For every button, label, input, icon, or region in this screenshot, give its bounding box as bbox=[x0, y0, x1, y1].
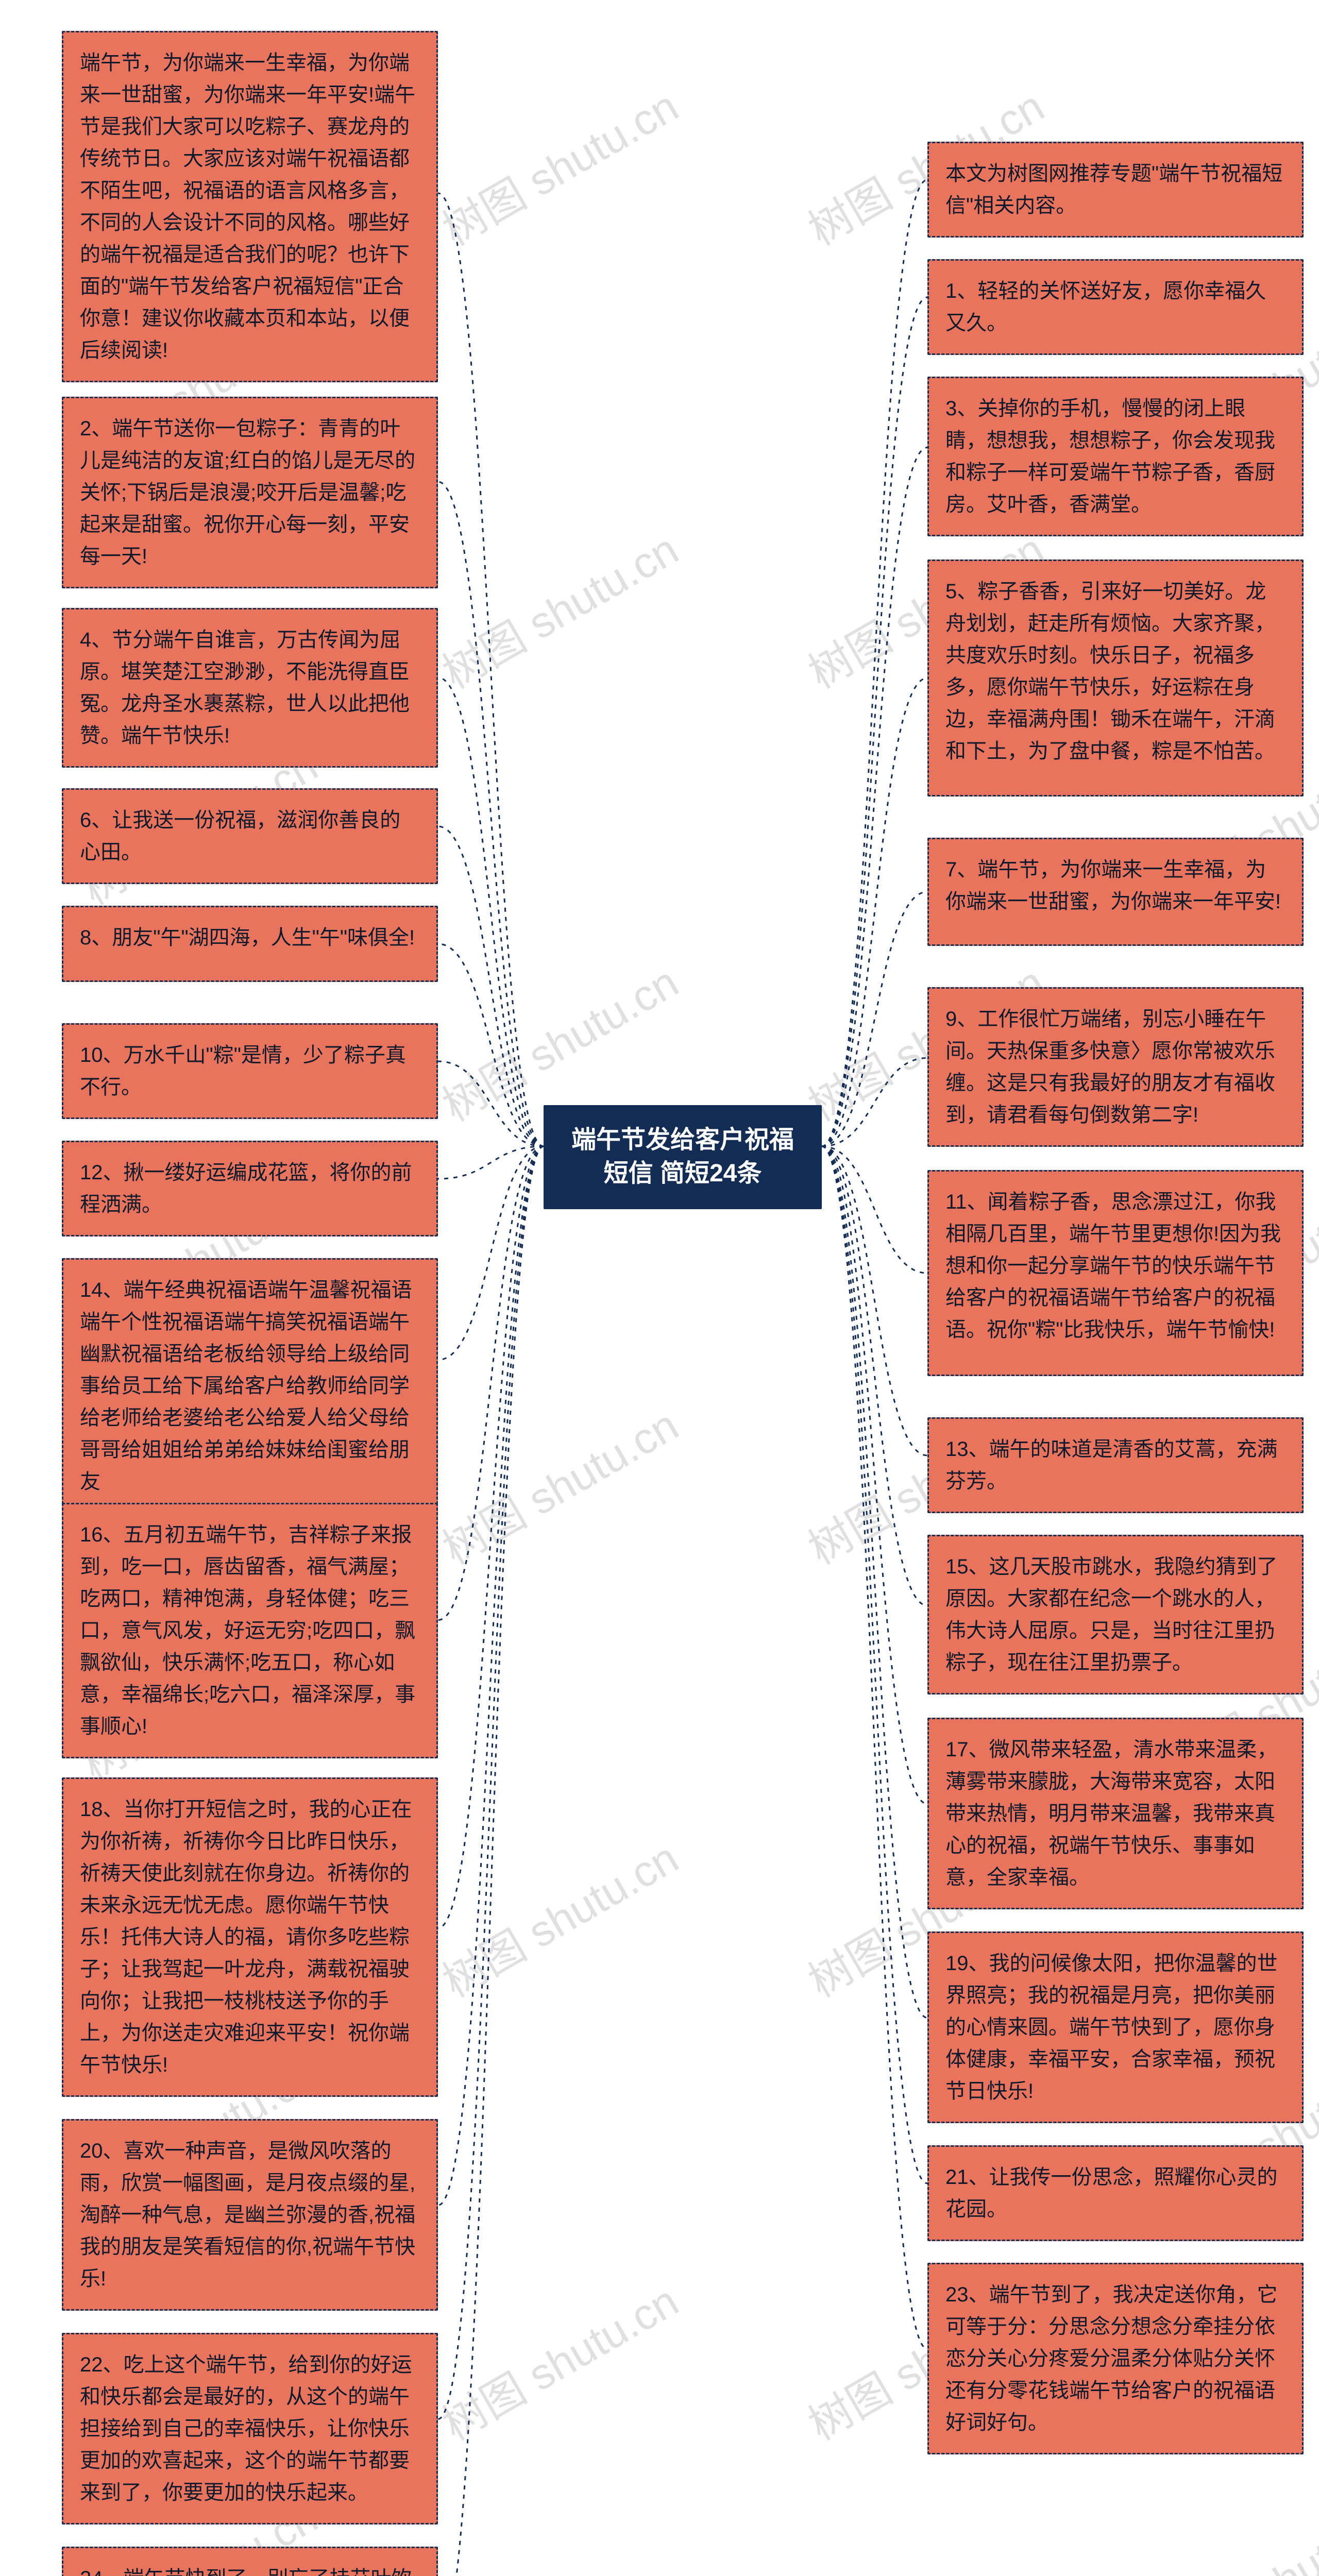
left-node-0: 端午节，为你端来一生幸福，为你端来一世甜蜜，为你端来一年平安!端午节是我们大家可… bbox=[62, 31, 438, 382]
connector bbox=[438, 193, 544, 1146]
right-node-3: 5、粽子香香，引来好一切美好。龙舟划划，赶走所有烦恼。大家齐聚，共度欢乐时刻。快… bbox=[927, 560, 1304, 796]
left-node-1: 2、端午节送你一包粽子：青青的叶儿是纯洁的友谊;红白的馅儿是无尽的关怀;下锅后是… bbox=[62, 397, 438, 588]
right-node-2: 3、关掉你的手机，慢慢的闭上眼睛，想想我，想想粽子，你会发现我和粽子一样可爱端午… bbox=[927, 377, 1304, 536]
left-node-10: 20、喜欢一种声音，是微风吹落的雨，欣赏一幅图画，是月夜点缀的星,淘醉一种气息，… bbox=[62, 2119, 438, 2311]
right-node-6: 11、闻着粽子香，思念漂过江，你我相隔几百里，端午节里更想你!因为我想和你一起分… bbox=[927, 1170, 1304, 1376]
connector bbox=[822, 1146, 927, 1606]
connector bbox=[438, 482, 544, 1146]
right-node-5: 9、工作很忙万端绪，别忘小睡在午间。天热保重多快意〉愿你常被欢乐缠。这是只有我最… bbox=[927, 987, 1304, 1147]
left-node-8: 16、五月初五端午节，吉祥粽子来报到，吃一口，唇齿留香，福气满屋；吃两口，精神饱… bbox=[62, 1503, 438, 1758]
connector bbox=[438, 1146, 544, 2206]
right-node-7: 13、端午的味道是清香的艾蒿，充满芬芳。 bbox=[927, 1417, 1304, 1513]
center-node: 端午节发给客户祝福短信 简短24条 bbox=[544, 1105, 822, 1209]
connector bbox=[438, 826, 544, 1146]
connector bbox=[438, 1146, 544, 2576]
connector bbox=[438, 1146, 544, 1928]
connector bbox=[438, 1061, 544, 1146]
left-node-5: 10、万水千山"粽"是情，少了粽子真不行。 bbox=[62, 1023, 438, 1119]
connector bbox=[822, 1058, 927, 1147]
connector bbox=[822, 180, 927, 1146]
connector bbox=[438, 677, 544, 1146]
right-node-1: 1、轻轻的关怀送好友，愿你幸福久又久。 bbox=[927, 259, 1304, 355]
connector bbox=[822, 1146, 927, 1273]
connector bbox=[822, 1146, 927, 1804]
connector bbox=[822, 1146, 927, 2349]
connector bbox=[438, 1146, 544, 1620]
connector bbox=[822, 448, 927, 1147]
right-node-11: 21、让我传一份思念，照耀你心灵的花园。 bbox=[927, 2145, 1304, 2241]
right-node-8: 15、这几天股市跳水，我隐约猜到了原因。大家都在纪念一个跳水的人，伟大诗人屈原。… bbox=[927, 1535, 1304, 1694]
right-node-10: 19、我的问候像太阳，把你温馨的世界照亮；我的祝福是月亮，把你美丽的心情来圆。端… bbox=[927, 1931, 1304, 2123]
connector bbox=[438, 1146, 544, 2419]
left-node-7: 14、端午经典祝福语端午温馨祝福语端午个性祝福语端午搞笑祝福语端午幽默祝福语给老… bbox=[62, 1258, 438, 1514]
connector bbox=[438, 1146, 544, 1179]
watermark: 树图 shutu.cn bbox=[430, 73, 688, 258]
right-node-0: 本文为树图网推荐专题"端午节祝福短信"相关内容。 bbox=[927, 142, 1304, 238]
left-node-6: 12、揪一缕好运编成花篮，将你的前程洒满。 bbox=[62, 1141, 438, 1236]
watermark: 树图 shutu.cn bbox=[430, 1392, 688, 1577]
connector bbox=[822, 297, 927, 1146]
left-node-9: 18、当你打开短信之时，我的心正在为你祈祷，祈祷你今日比昨日快乐，祈祷天使此刻就… bbox=[62, 1777, 438, 2097]
watermark: 树图 shutu.cn bbox=[430, 1824, 688, 2009]
right-node-9: 17、微风带来轻盈，清水带来温柔，薄雾带来朦胧，大海带来宽容，太阳带来热情，明月… bbox=[927, 1718, 1304, 1909]
watermark: 树图 shutu.cn bbox=[430, 2267, 688, 2452]
left-node-11: 22、吃上这个端午节，给到你的好运和快乐都会是最好的，从这个的端午担接给到自己的… bbox=[62, 2333, 438, 2524]
connector bbox=[822, 1146, 927, 2018]
left-node-12: 24、端午节快到了，别忘了挂艾叶饮黄酒佩香囊，当然最重要的，是要多吃点出自您的.… bbox=[62, 2547, 438, 2576]
right-node-4: 7、端午节，为你端来一生幸福，为你端来一世甜蜜，为你端来一年平安! bbox=[927, 838, 1304, 946]
left-node-3: 6、让我送一份祝福，滋润你善良的心田。 bbox=[62, 788, 438, 884]
watermark: 树图 shutu.cn bbox=[430, 516, 688, 701]
left-node-4: 8、朋友"午"湖四海，人生"午"味俱全! bbox=[62, 906, 438, 982]
right-node-12: 23、端午节到了，我决定送你角，它可等于分：分思念分想念分牵挂分依恋分关心分疼爱… bbox=[927, 2263, 1304, 2454]
left-node-2: 4、节分端午自谁言，万古传闻为屈原。堪笑楚江空渺渺，不能洗得直臣冤。龙舟圣水裹蒸… bbox=[62, 608, 438, 768]
connector bbox=[438, 944, 544, 1146]
connector bbox=[822, 678, 927, 1146]
connector bbox=[438, 1146, 544, 1360]
connector bbox=[822, 892, 927, 1146]
connector bbox=[822, 1146, 927, 2183]
watermark: 树图 shutu.cn bbox=[1156, 2484, 1319, 2576]
connector bbox=[822, 1146, 927, 1455]
